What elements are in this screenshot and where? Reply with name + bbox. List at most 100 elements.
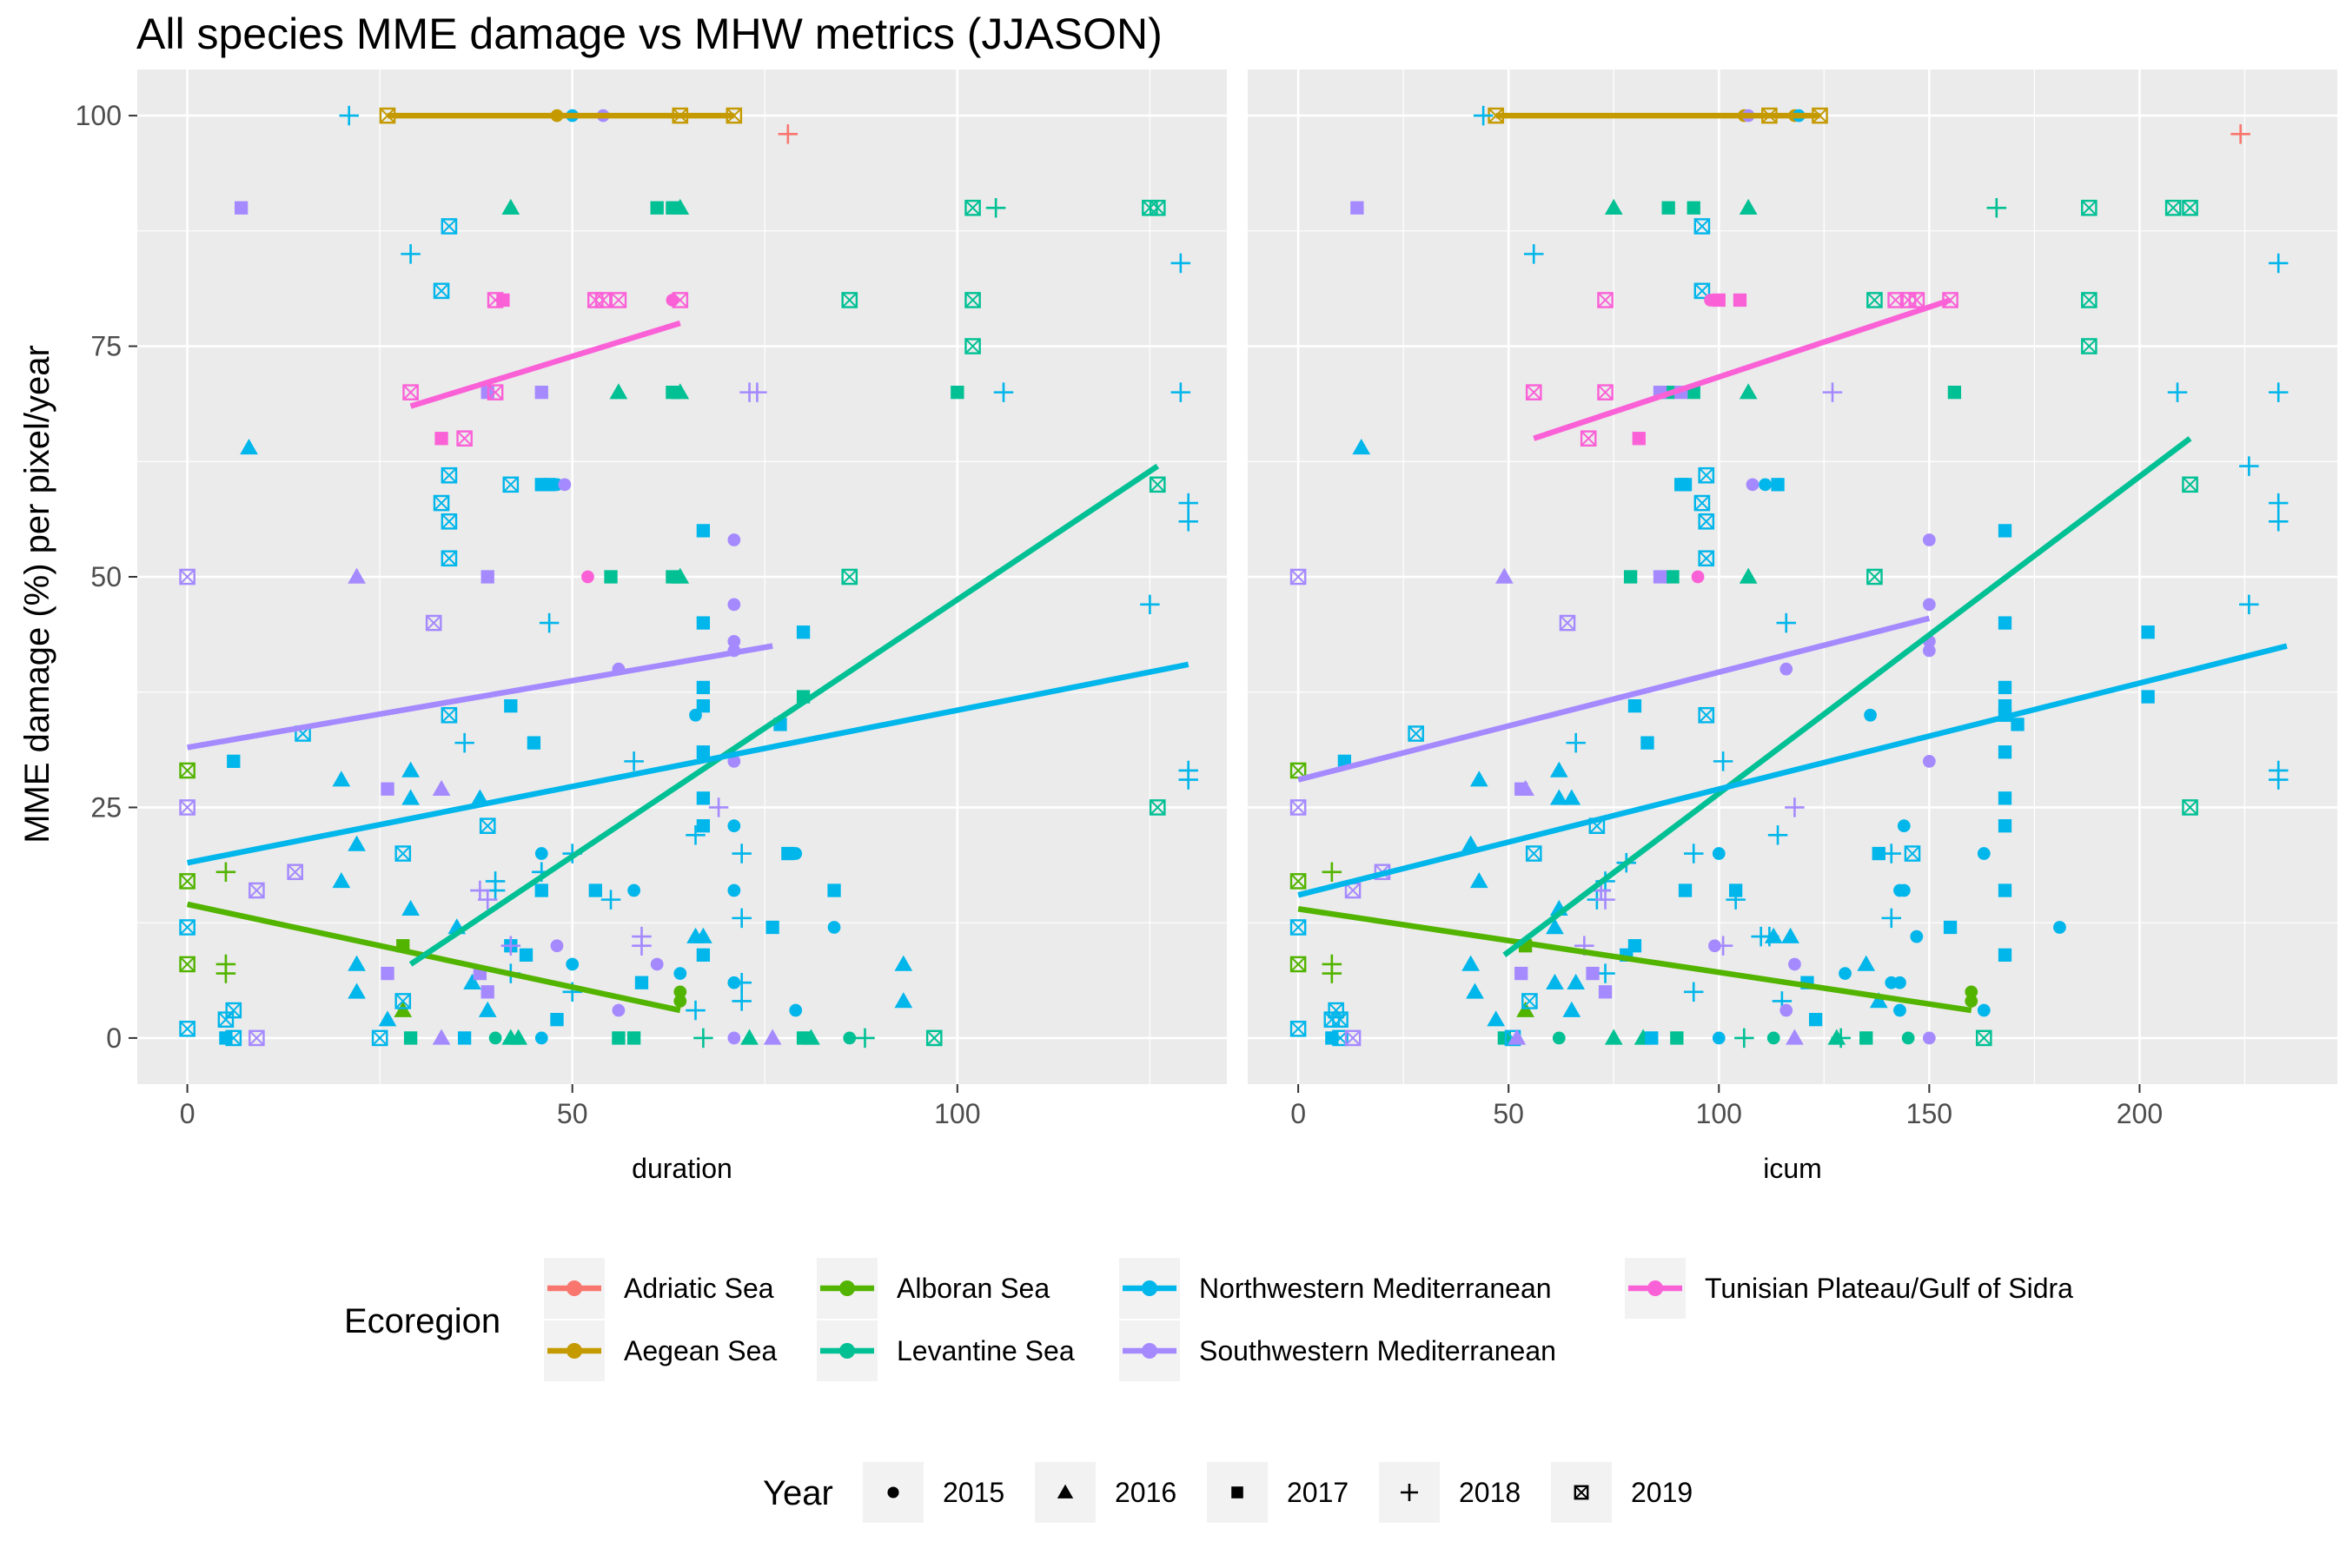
data-point-northwestern-mediterranean: [1998, 745, 2012, 759]
data-point-northwestern-mediterranean: [732, 844, 752, 863]
data-point-southwestern-mediterranean: [432, 779, 451, 796]
data-point-levantine-sea: [501, 198, 520, 215]
data-point-levantine-sea: [925, 1029, 943, 1047]
data-point-levantine-sea: [964, 338, 981, 354]
data-point-alboran-sea: [179, 873, 196, 890]
legend-dot: [567, 1280, 582, 1296]
data-point-northwestern-mediterranean: [479, 817, 496, 834]
data-point-southwestern-mediterranean: [477, 890, 498, 910]
x-axis-label: icum: [1763, 1153, 1822, 1184]
data-point-northwestern-mediterranean: [1872, 846, 1885, 861]
legend-label: Alboran Sea: [897, 1273, 1050, 1304]
data-point-southwestern-mediterranean: [1779, 662, 1793, 676]
data-point-northwestern-mediterranean: [1562, 789, 1581, 805]
data-point-levantine-sea: [626, 1031, 641, 1045]
legend-shape-plus: [1401, 1484, 1418, 1501]
legend-item-alboran-sea: Alboran Sea: [817, 1258, 1050, 1319]
data-point-levantine-sea: [2182, 199, 2198, 216]
legend-dot: [839, 1280, 855, 1296]
legend-shape-circle: [887, 1486, 899, 1499]
data-point-northwestern-mediterranean: [1549, 761, 1568, 777]
data-point-levantine-sea: [1497, 1031, 1511, 1045]
data-point-levantine-sea: [1739, 198, 1758, 215]
data-point-northwestern-mediterranean: [1521, 993, 1538, 1009]
x-tick-label: 50: [557, 1098, 588, 1129]
legend-item-tunisian-plateau-gulf-of-sidra: Tunisian Plateau/Gulf of Sidra: [1625, 1258, 2073, 1319]
data-point-southwestern-mediterranean: [1289, 568, 1307, 586]
data-point-alboran-sea: [1965, 995, 1978, 1008]
fit-line-tunisian-plateau-gulf-of-sidra: [1533, 297, 1952, 441]
fit-line-alboran-sea: [1297, 906, 1972, 1014]
data-point-northwestern-mediterranean: [1289, 1020, 1307, 1037]
data-point-levantine-sea: [2081, 292, 2097, 308]
legend-shape-square: [1231, 1486, 1243, 1499]
data-point-tunisian-plateau-gulf-of-sidra: [672, 292, 689, 308]
data-point-tunisian-plateau-gulf-of-sidra: [456, 430, 473, 447]
data-point-levantine-sea: [1604, 198, 1623, 215]
data-point-alboran-sea: [1289, 873, 1307, 890]
data-point-northwestern-mediterranean: [401, 761, 420, 777]
data-point-northwestern-mediterranean: [1698, 550, 1715, 567]
data-point-levantine-sea: [1986, 198, 2007, 218]
data-point-alboran-sea: [215, 862, 236, 883]
y-tick-label: 50: [90, 561, 122, 592]
data-point-southwestern-mediterranean: [1779, 1003, 1793, 1017]
data-point-tunisian-plateau-gulf-of-sidra: [434, 432, 448, 446]
data-point-southwestern-mediterranean: [1922, 1031, 1936, 1045]
data-point-southwestern-mediterranean: [1922, 533, 1936, 546]
data-point-northwestern-mediterranean: [1523, 244, 1544, 264]
data-point-northwestern-mediterranean: [348, 955, 366, 971]
data-point-levantine-sea: [1666, 570, 1680, 584]
data-point-tunisian-plateau-gulf-of-sidra: [487, 384, 504, 400]
data-point-tunisian-plateau-gulf-of-sidra: [594, 292, 612, 308]
data-point-northwestern-mediterranean: [1698, 466, 1715, 484]
data-point-northwestern-mediterranean: [339, 105, 359, 126]
y-tick-label: 25: [90, 791, 122, 823]
legend-color-title: Ecoregion: [344, 1302, 500, 1340]
data-point-levantine-sea: [964, 199, 981, 216]
data-point-northwestern-mediterranean: [624, 751, 644, 771]
data-point-southwestern-mediterranean: [1788, 957, 1801, 971]
data-point-levantine-sea: [1149, 799, 1166, 816]
data-point-southwestern-mediterranean: [1514, 966, 1528, 981]
data-point-northwestern-mediterranean: [179, 1020, 196, 1037]
data-point-southwestern-mediterranean: [1922, 598, 1936, 612]
data-point-levantine-sea: [1149, 199, 1166, 216]
legend-label: Northwestern Mediterranean: [1199, 1273, 1552, 1304]
data-point-alboran-sea: [673, 995, 687, 1008]
data-point-southwestern-mediterranean: [727, 754, 741, 768]
x-axis-label: duration: [632, 1153, 732, 1184]
data-point-tunisian-plateau-gulf-of-sidra: [1597, 384, 1614, 400]
data-point-southwestern-mediterranean: [550, 939, 564, 953]
data-point-alboran-sea: [394, 1001, 413, 1017]
data-point-northwestern-mediterranean: [673, 967, 687, 980]
data-point-northwestern-mediterranean: [696, 699, 711, 713]
data-point-alboran-sea: [1516, 1001, 1534, 1017]
data-point-northwestern-mediterranean: [433, 282, 450, 300]
data-point-alboran-sea: [1322, 862, 1342, 883]
data-point-levantine-sea: [1766, 1031, 1780, 1045]
data-point-northwestern-mediterranean: [1881, 844, 1902, 863]
chart-title: All species MME damage vs MHW metrics (J…: [136, 10, 1163, 58]
fit-line-tunisian-plateau-gulf-of-sidra: [409, 320, 681, 409]
legend-label: Levantine Sea: [897, 1335, 1075, 1366]
data-point-northwestern-mediterranean: [686, 1000, 706, 1021]
data-point-northwestern-mediterranean: [502, 476, 520, 493]
data-point-northwestern-mediterranean: [504, 699, 518, 713]
data-point-northwestern-mediterranean: [696, 819, 711, 833]
data-point-levantine-sea: [985, 198, 1006, 218]
data-point-northwestern-mediterranean: [696, 791, 711, 805]
data-point-northwestern-mediterranean: [1977, 1003, 1991, 1017]
x-tick-label: 200: [2117, 1098, 2163, 1129]
data-point-northwestern-mediterranean: [796, 625, 811, 639]
data-point-levantine-sea: [650, 201, 664, 215]
data-point-northwestern-mediterranean: [1998, 616, 2012, 630]
data-point-levantine-sea: [488, 1031, 502, 1045]
data-point-northwestern-mediterranean: [1857, 955, 1876, 971]
data-point-northwestern-mediterranean: [332, 771, 351, 787]
data-point-northwestern-mediterranean: [1469, 872, 1488, 889]
data-point-tunisian-plateau-gulf-of-sidra: [1691, 570, 1705, 584]
data-point-southwestern-mediterranean: [500, 936, 521, 956]
data-point-northwestern-mediterranean: [348, 982, 366, 999]
legend-item-year-2016: 2016: [1035, 1462, 1176, 1523]
